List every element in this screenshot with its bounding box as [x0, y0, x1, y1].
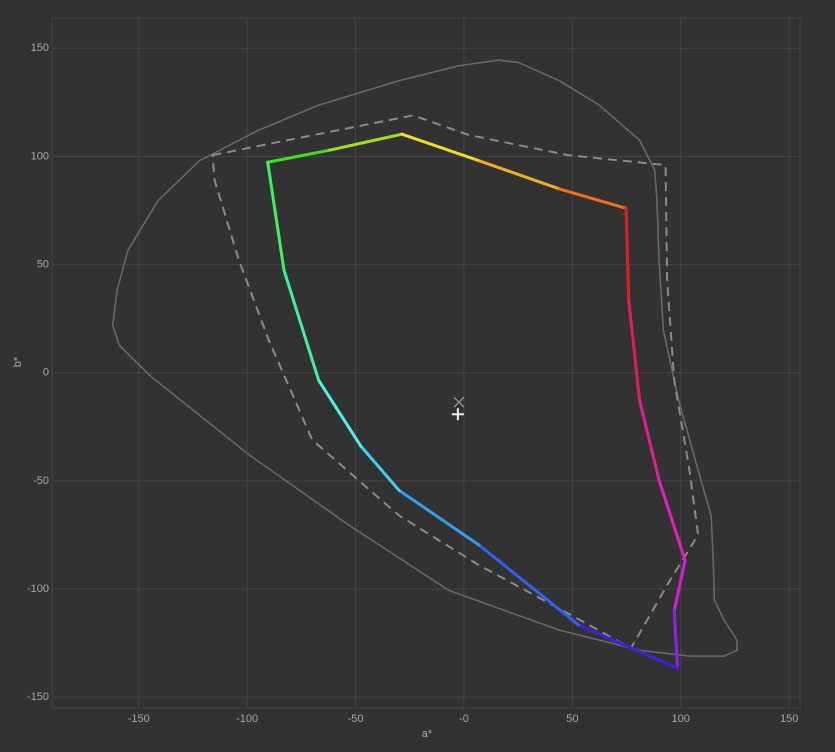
gamut-segment [328, 132, 404, 152]
y-tick-label: 150 [31, 42, 49, 54]
gamut-segment [317, 378, 363, 448]
gamut-segment [577, 623, 680, 670]
y-tick-label: 100 [31, 150, 49, 162]
gamut-segment [266, 160, 286, 272]
gamut-segment [477, 159, 561, 191]
x-tick-label: 50 [566, 713, 578, 725]
x-tick-label: -0 [459, 713, 469, 725]
gamut-segment [624, 206, 631, 302]
x-axis-label: a* [422, 728, 433, 740]
y-tick-label: -100 [27, 583, 49, 595]
gamut-segment [359, 444, 401, 492]
marker [451, 408, 464, 421]
gamut-outline [111, 59, 738, 657]
marker [453, 396, 465, 408]
y-axis-label: b* [12, 356, 24, 367]
gamut-segment [266, 148, 332, 164]
gamut-segment [397, 488, 481, 547]
y-tick-label: 50 [37, 258, 49, 270]
x-tick-label: 100 [672, 713, 690, 725]
gamut-segment [638, 398, 661, 482]
x-tick-label: -50 [348, 713, 364, 725]
x-tick-label: 150 [780, 713, 798, 725]
gamut-segment [672, 609, 680, 670]
x-tick-label: -150 [128, 713, 150, 725]
gamut-outline [211, 114, 700, 650]
gamut-segment [477, 543, 581, 627]
y-tick-label: -50 [33, 475, 49, 487]
gamut-segment [627, 298, 642, 402]
y-tick-label: 0 [43, 367, 49, 379]
gamut-segment [282, 268, 321, 382]
gamut-segment [400, 132, 481, 163]
plot-frame [51, 17, 801, 709]
gamut-segment [557, 187, 628, 210]
gamut-segment [657, 478, 687, 562]
y-tick-label: -150 [27, 691, 49, 703]
x-tick-label: -100 [236, 713, 258, 725]
gamut-segment [672, 558, 687, 613]
